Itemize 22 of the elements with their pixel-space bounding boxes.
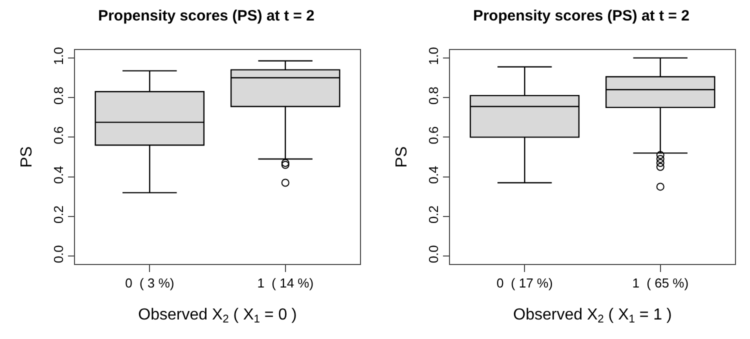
x-axis-title: Observed X$_{2}$ ( X$_{1}$ = 1 ) bbox=[513, 306, 672, 326]
x-axis-title: Observed X$_{2}$ ( X$_{1}$ = 0 ) bbox=[138, 306, 297, 326]
x-tick-label: 1 ( 65 %) bbox=[632, 276, 689, 291]
y-tick-label: 1.0 bbox=[426, 46, 441, 66]
y-axis-title: PS bbox=[394, 146, 411, 168]
chart-title: Propensity scores (PS) at t = 2 bbox=[473, 8, 690, 25]
y-tick-label: 0.2 bbox=[50, 205, 66, 224]
y-tick-label: 0.8 bbox=[50, 86, 66, 105]
x-tick-label: 0 ( 17 %) bbox=[496, 276, 553, 291]
y-tick-label: 0.4 bbox=[50, 166, 66, 184]
y-tick-label: 0.6 bbox=[426, 126, 441, 144]
y-tick-label: 0.0 bbox=[50, 245, 66, 264]
x-tick-label: 0 ( 3 %) bbox=[125, 276, 174, 291]
y-tick-label: 1.0 bbox=[50, 46, 66, 66]
y-axis-title: PS bbox=[18, 146, 36, 168]
chart-title: Propensity scores (PS) at t = 2 bbox=[98, 8, 314, 25]
y-tick-label: 0.4 bbox=[426, 166, 441, 184]
y-tick-label: 0.2 bbox=[426, 205, 441, 224]
y-tick-label: 0.6 bbox=[50, 126, 66, 144]
x-tick-label: 1 ( 14 %) bbox=[257, 276, 314, 291]
y-tick-label: 0.8 bbox=[426, 86, 441, 105]
y-tick-label: 0.0 bbox=[426, 245, 441, 264]
